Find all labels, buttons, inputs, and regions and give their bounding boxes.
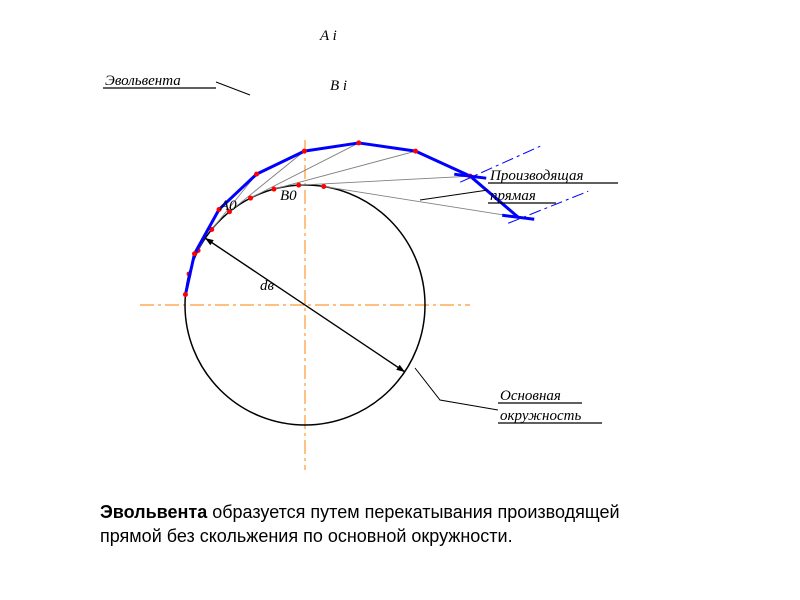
caption-bold: Эвольвента <box>100 502 207 522</box>
svg-text:B i: B i <box>330 78 347 94</box>
svg-text:прямая: прямая <box>490 188 536 204</box>
svg-text:Производящая: Производящая <box>489 168 584 184</box>
caption: Эвольвента образуется путем перекатывани… <box>100 500 680 549</box>
svg-text:Эвольвента: Эвольвента <box>105 73 181 89</box>
svg-text:A0: A0 <box>219 198 237 214</box>
svg-text:Основная: Основная <box>500 388 561 404</box>
svg-text:окружность: окружность <box>500 408 581 424</box>
svg-text:dв: dв <box>260 278 275 294</box>
diagram-canvas: dв Эвольвента A i B i A0 B0 Производящая прямая… <box>0 0 800 600</box>
svg-text:A i: A i <box>319 28 337 44</box>
svg-text:B0: B0 <box>280 188 297 204</box>
